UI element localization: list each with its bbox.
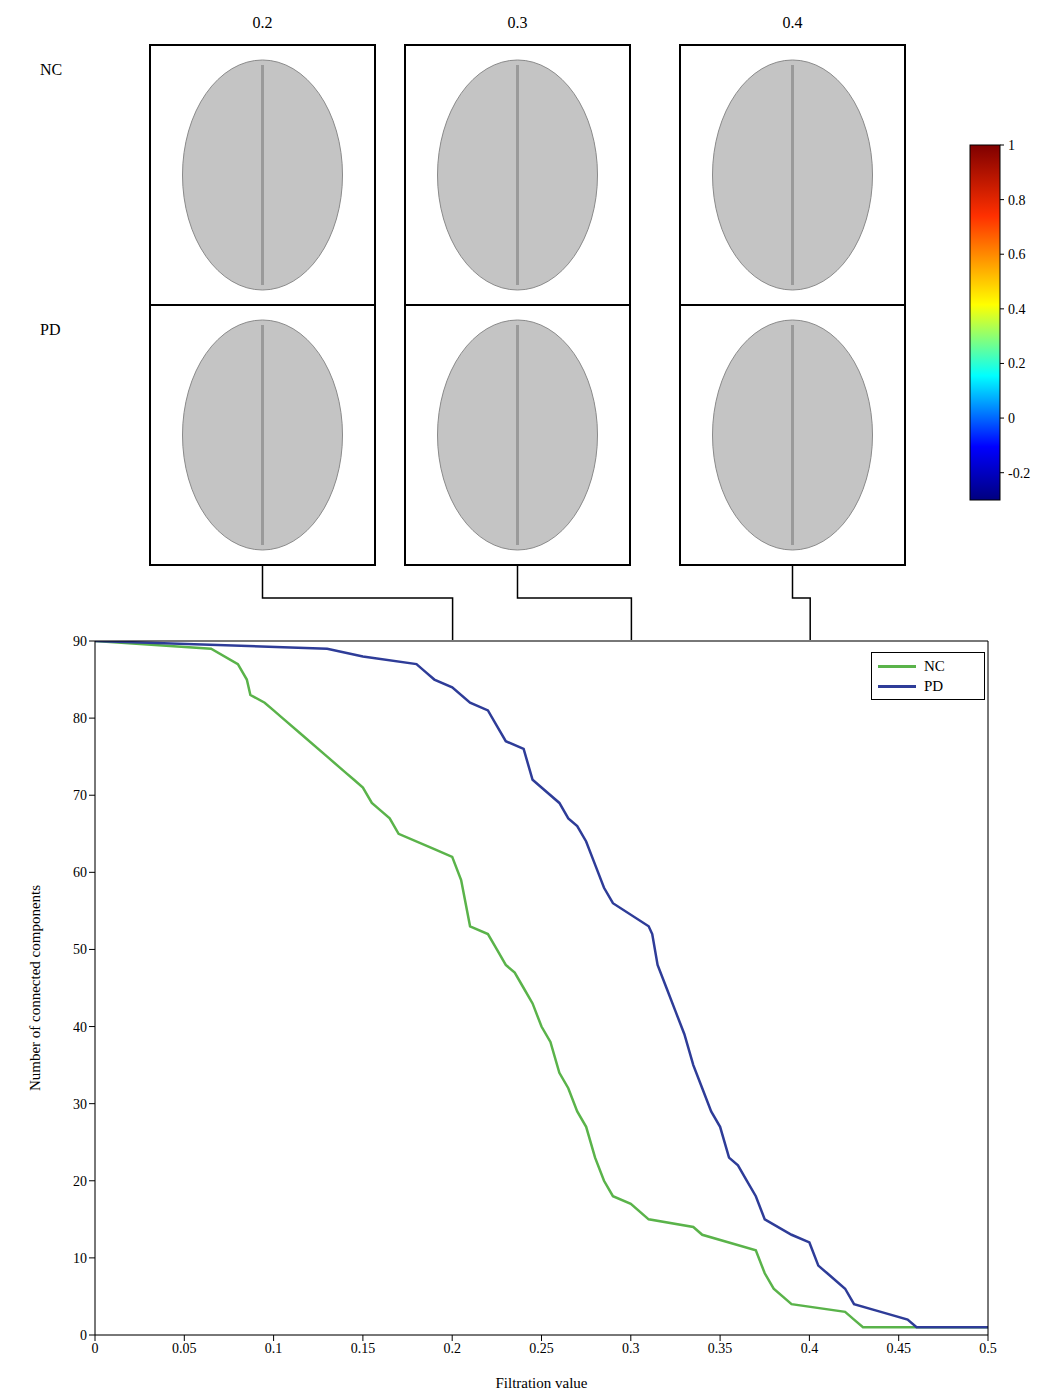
svg-text:30: 30 [73,1097,87,1112]
svg-text:0.4: 0.4 [783,14,803,31]
svg-text:0.25: 0.25 [529,1341,554,1356]
svg-text:-0.2: -0.2 [1008,466,1030,481]
svg-text:40: 40 [73,1020,87,1035]
svg-text:Number of connected components: Number of connected components [27,885,43,1091]
svg-text:0.3: 0.3 [622,1341,640,1356]
svg-text:0: 0 [80,1328,87,1343]
svg-text:0.8: 0.8 [1008,193,1026,208]
svg-text:0.2: 0.2 [253,14,273,31]
svg-text:Filtration value: Filtration value [495,1375,587,1391]
svg-text:0.4: 0.4 [801,1341,819,1356]
svg-text:0.05: 0.05 [172,1341,197,1356]
html-text:NC: NC [924,657,945,674]
svg-text:0.4: 0.4 [1008,302,1026,317]
svg-text:70: 70 [73,788,87,803]
svg-text:0.3: 0.3 [508,14,528,31]
svg-text:0.5: 0.5 [979,1341,997,1356]
svg-text:0: 0 [92,1341,99,1356]
svg-text:0.2: 0.2 [1008,356,1026,371]
svg-text:1: 1 [1008,138,1015,153]
svg-text:NC: NC [40,61,62,78]
html-text:PD: PD [924,677,944,694]
svg-text:0.45: 0.45 [886,1341,911,1356]
svg-text:0.2: 0.2 [443,1341,461,1356]
svg-text:0.1: 0.1 [265,1341,283,1356]
svg-text:0.35: 0.35 [708,1341,733,1356]
svg-text:10: 10 [73,1251,87,1266]
svg-text:80: 80 [73,711,87,726]
svg-text:90: 90 [73,634,87,649]
svg-text:PD: PD [40,321,60,338]
svg-text:0.6: 0.6 [1008,247,1026,262]
svg-text:20: 20 [73,1174,87,1189]
svg-text:50: 50 [73,942,87,957]
svg-text:0.15: 0.15 [351,1341,376,1356]
svg-text:0: 0 [1008,411,1015,426]
svg-text:60: 60 [73,865,87,880]
